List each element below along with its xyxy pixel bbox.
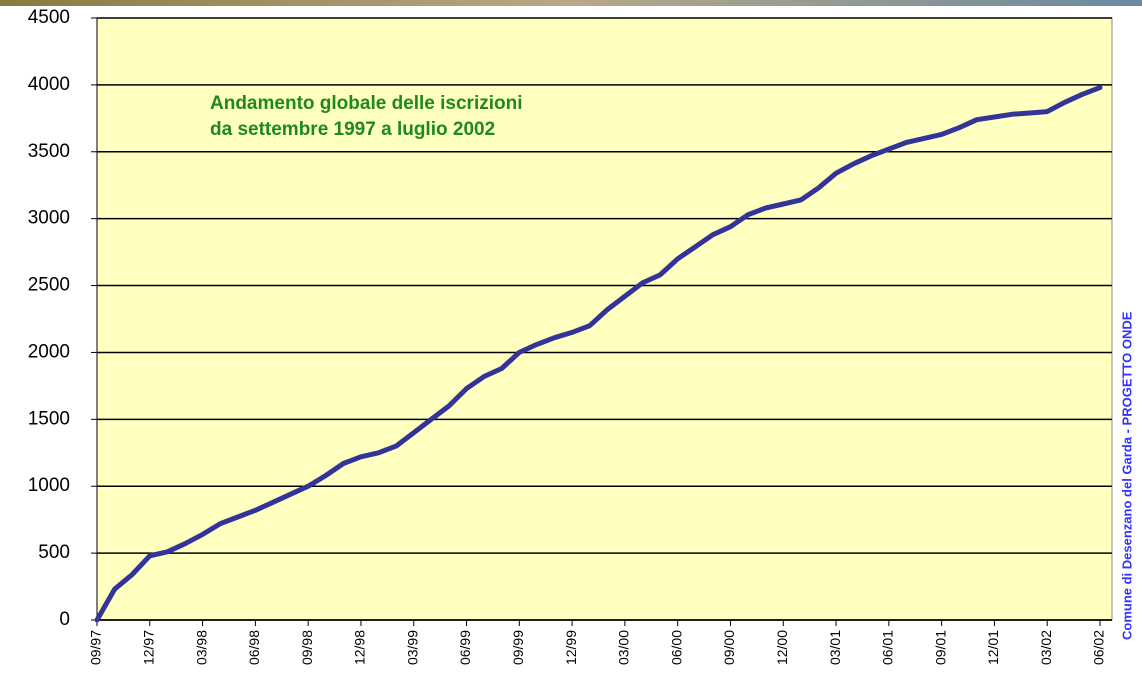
y-tick-label: 2000 [28,341,70,362]
y-tick-label: 1000 [28,475,70,496]
x-tick-label: 06/02 [1091,630,1107,665]
annotation: Andamento globale delle iscrizioni [210,93,523,114]
x-tick-label: 12/01 [985,630,1001,665]
x-tick-label: 09/01 [932,630,948,665]
x-tick-label: 09/99 [510,630,526,665]
x-tick-label: 12/98 [352,630,368,665]
x-tick-label: 09/98 [299,630,315,665]
y-tick-label: 2500 [28,275,70,296]
y-tick-label: 3000 [28,208,70,229]
chart: 0 500 1000 1500 2000 2500 3000 3500 4000 4500 09/9… [0,0,1142,698]
y-tick-label: 0 [59,609,70,630]
x-tick-label: 03/99 [404,630,420,665]
annotation: da settembre 1997 a luglio 2002 [210,119,495,140]
x-tick-label: 09/97 [88,630,104,665]
x-tick-label: 06/99 [457,630,473,665]
x-tick-label: 03/00 [616,630,632,665]
y-tick-label: 1500 [28,408,70,429]
x-tick-label: 03/02 [1038,630,1054,665]
x-tick-label: 06/98 [246,630,262,665]
x-tick-label: 03/01 [827,630,843,665]
x-tick-label: 06/01 [880,630,896,665]
y-tick-label: 3500 [28,141,70,162]
x-tick-label: 12/99 [563,630,579,665]
x-tick-label: 06/00 [668,630,684,665]
x-tick-label: 12/97 [140,630,156,665]
x-tick-label: 12/00 [774,630,790,665]
y-tick-label: 4500 [28,7,70,28]
header-strip [0,0,1142,6]
x-tick-label: 09/00 [721,630,737,665]
y-tick-label: 500 [38,542,70,563]
side-credit: Comune di Desenzano del Garda - PROGETTO… [1119,311,1134,640]
y-tick-label: 4000 [28,74,70,95]
x-tick-label: 03/98 [193,630,209,665]
